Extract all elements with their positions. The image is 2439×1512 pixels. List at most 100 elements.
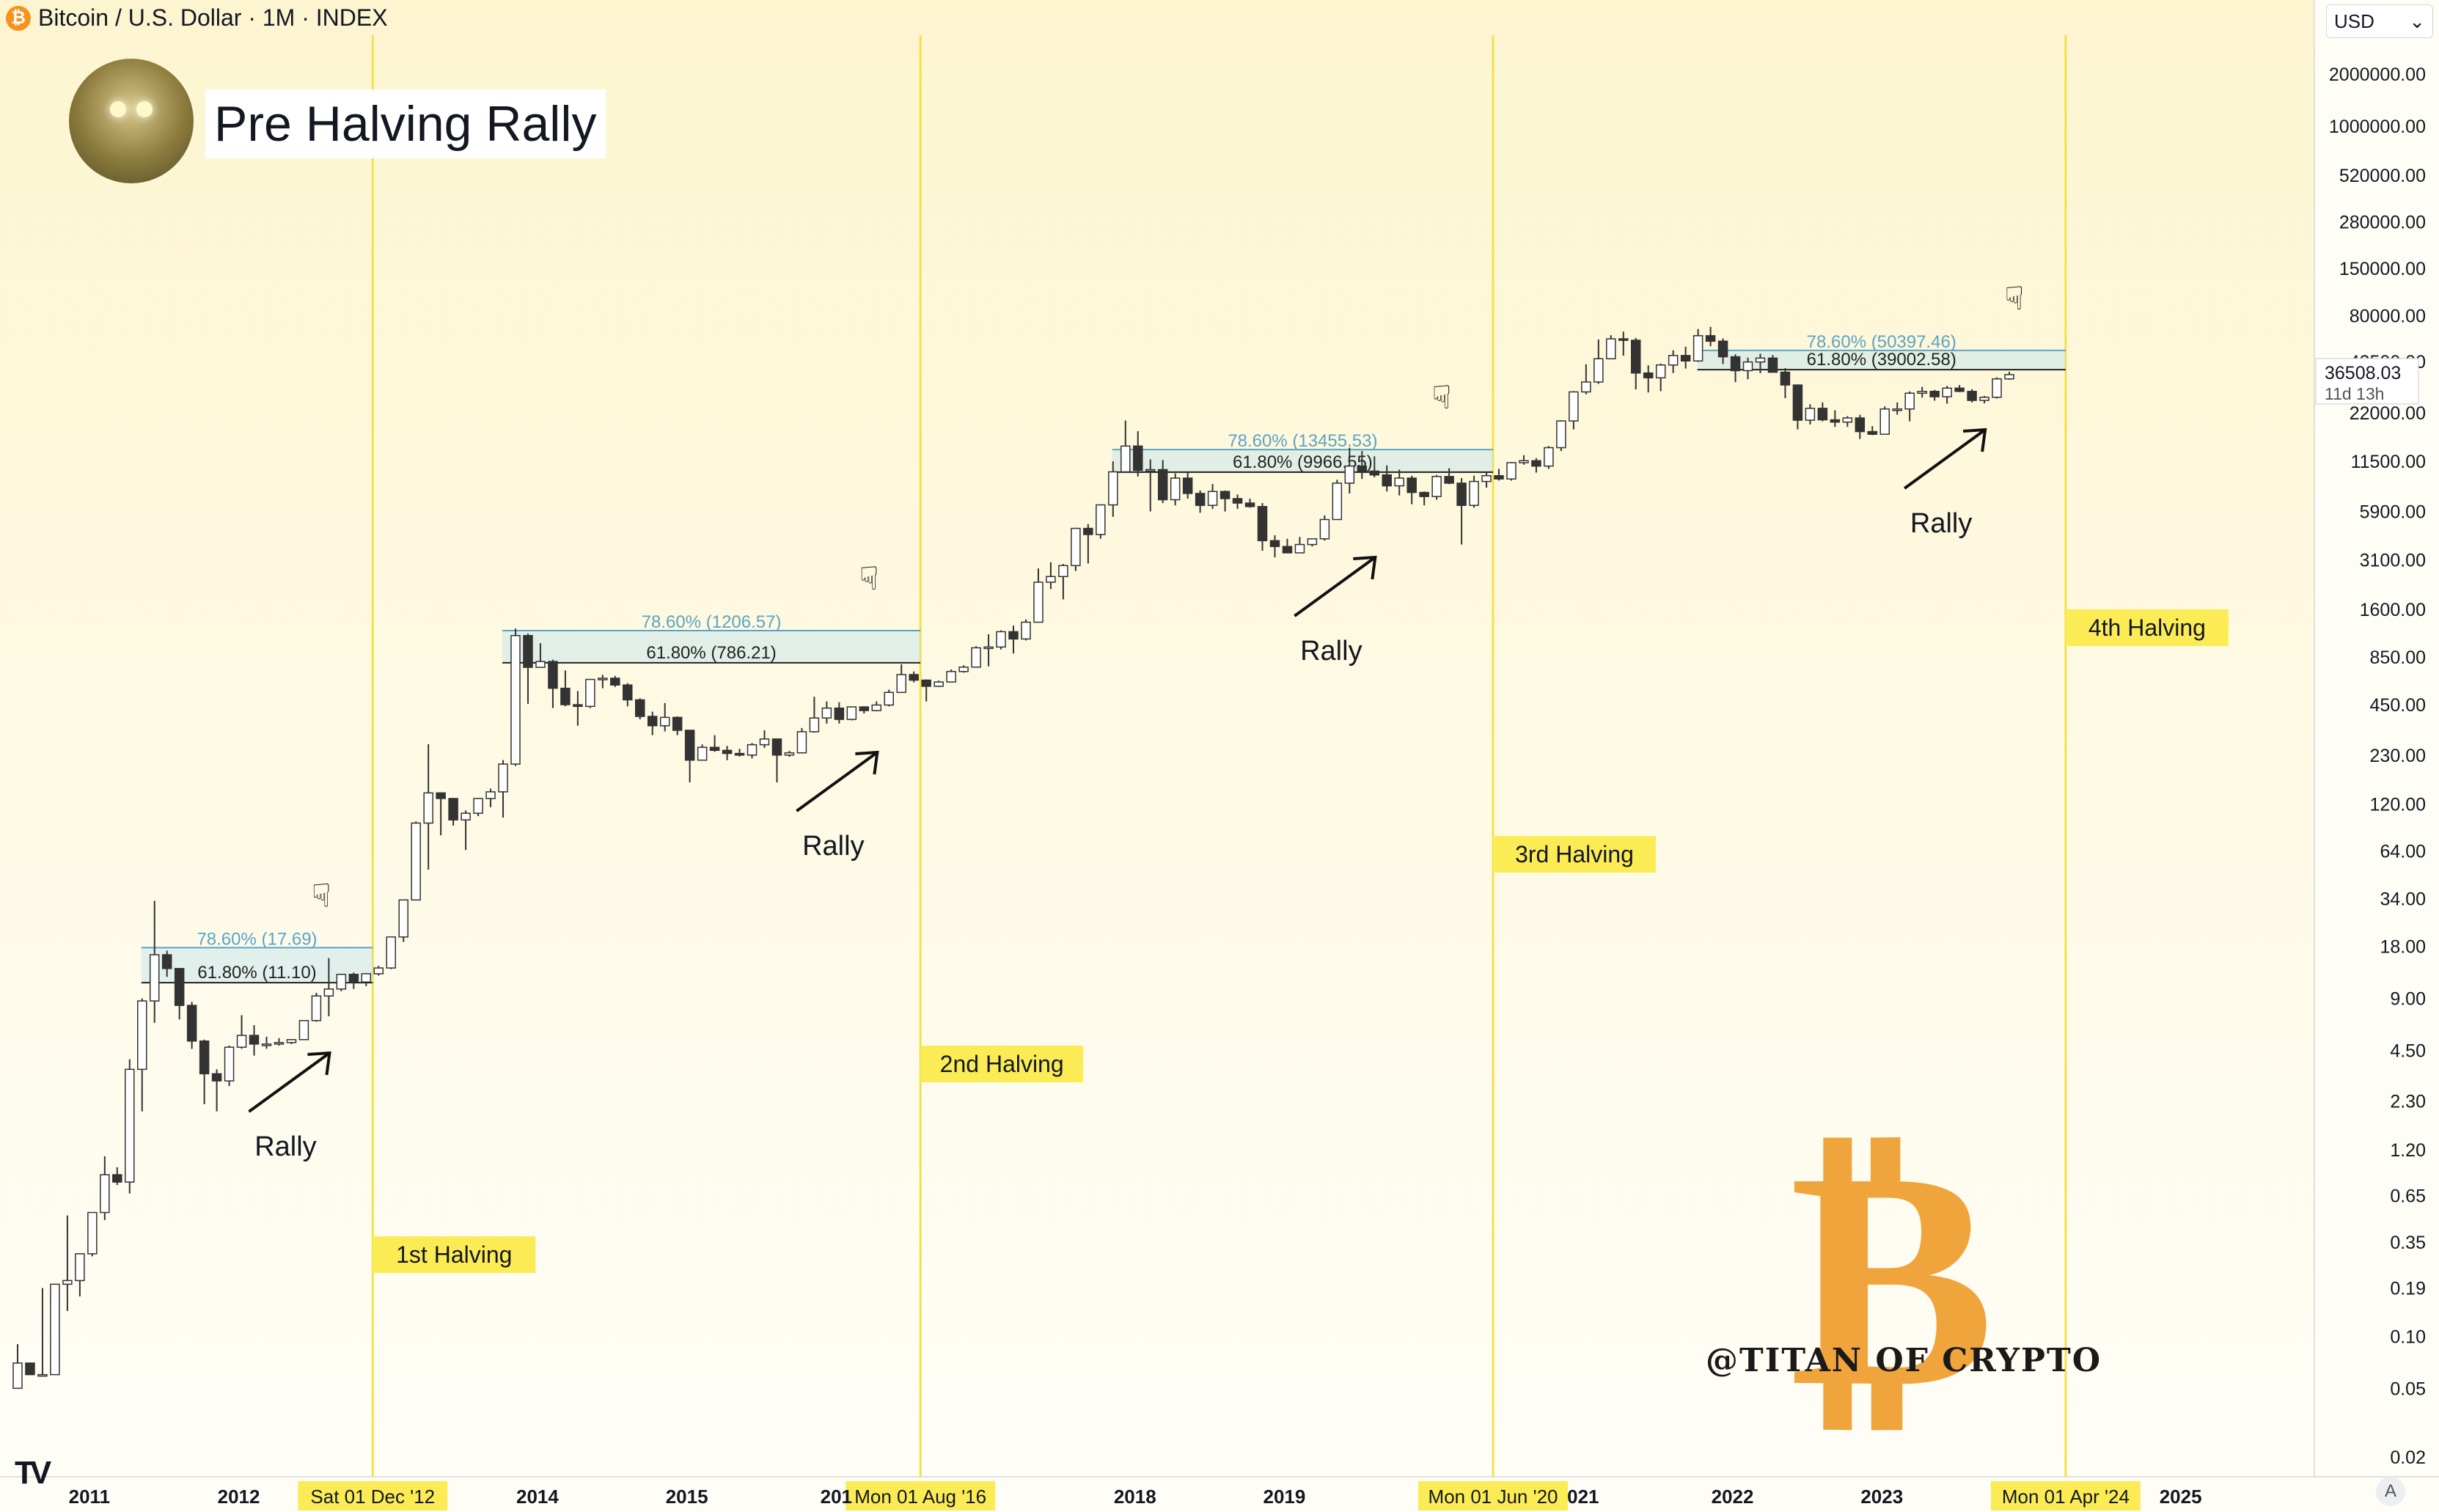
- candle: [498, 763, 508, 793]
- pointing-hand-icon: ☟: [859, 560, 879, 598]
- candle: [87, 1211, 98, 1255]
- candle: [1369, 470, 1380, 476]
- candle: [585, 678, 595, 708]
- y-tick-label: 1600.00: [2360, 600, 2426, 620]
- pointing-hand-icon: ☟: [2004, 280, 2024, 318]
- rally-label: Rally: [254, 1131, 316, 1162]
- tradingview-logo-icon[interactable]: TV: [15, 1455, 51, 1491]
- y-tick-label: 3100.00: [2360, 550, 2426, 570]
- candle: [75, 1253, 85, 1282]
- halving-label-box: [920, 1046, 1084, 1082]
- candle: [411, 822, 421, 901]
- x-tick-label: 2014: [516, 1486, 559, 1508]
- candle: [1655, 364, 1666, 378]
- candle: [37, 1373, 48, 1377]
- candle: [1606, 338, 1616, 360]
- candle: [1469, 480, 1479, 506]
- auto-scale-button[interactable]: A: [2376, 1477, 2405, 1506]
- candle: [1755, 357, 1766, 363]
- candle: [386, 936, 396, 969]
- candle: [610, 678, 620, 686]
- candle: [1220, 491, 1230, 499]
- candle: [958, 667, 969, 672]
- halving-date-label: Mon 01 Aug '16: [854, 1486, 986, 1508]
- candle: [1904, 392, 1915, 410]
- symbol-header[interactable]: ₿ Bitcoin / U.S. Dollar · 1M · INDEX: [6, 4, 388, 32]
- candle: [884, 691, 894, 706]
- x-tick-label: 2025: [2160, 1486, 2202, 1508]
- candle: [1879, 408, 1890, 435]
- candle: [834, 707, 845, 720]
- candle: [1892, 408, 1902, 411]
- candle: [747, 744, 758, 756]
- rally-arrow-head: [1353, 555, 1377, 580]
- candle: [672, 716, 683, 731]
- candle: [1705, 335, 1716, 342]
- halving-date-box: [1418, 1481, 1569, 1511]
- candle: [909, 674, 919, 681]
- watermark-text: @TITAN OF CRYPTO: [1706, 1342, 2102, 1379]
- currency-select[interactable]: USD ⌄: [2326, 4, 2433, 38]
- candle: [1294, 543, 1305, 554]
- candle: [398, 899, 408, 938]
- y-tick-label: 0.05: [2390, 1379, 2426, 1399]
- candle: [1382, 474, 1392, 487]
- y-tick-label: 520000.00: [2339, 166, 2426, 186]
- candle: [1742, 361, 1753, 372]
- symbol-label: Bitcoin / U.S. Dollar · 1M · INDEX: [38, 4, 388, 31]
- candle: [149, 954, 160, 1002]
- candle: [373, 967, 384, 975]
- candle: [1506, 462, 1516, 480]
- candle: [1618, 338, 1629, 341]
- pointing-hand-icon: ☟: [1432, 379, 1452, 416]
- halving-label-box: [373, 1236, 536, 1273]
- candle: [1182, 477, 1193, 494]
- rally-label: Rally: [802, 831, 864, 862]
- candle: [1419, 491, 1429, 497]
- y-tick-label: 11500.00: [2351, 452, 2426, 472]
- candle: [1431, 476, 1442, 497]
- candle: [1967, 391, 1977, 401]
- candle: [1195, 493, 1206, 506]
- rally-arrow: [1294, 556, 1376, 617]
- candle: [1232, 498, 1243, 504]
- candle: [311, 995, 322, 1021]
- fib-786-label: 78.60% (1206.57): [642, 612, 782, 632]
- y-tick-label: 4.50: [2390, 1041, 2426, 1062]
- x-tick-label: 2023: [1860, 1486, 1903, 1508]
- candle: [1519, 460, 1529, 463]
- candle: [1631, 340, 1641, 374]
- candle: [1444, 476, 1454, 484]
- halving-label: 2nd Halving: [940, 1051, 1064, 1077]
- candle: [1730, 356, 1741, 372]
- candle: [759, 738, 770, 746]
- candle: [1207, 491, 1218, 506]
- y-tick-label: 1000000.00: [2329, 117, 2426, 137]
- fib-786-label: 78.60% (17.69): [197, 929, 317, 949]
- candle: [161, 954, 172, 969]
- fib-618-label: 61.80% (11.10): [197, 963, 316, 983]
- candle: [323, 988, 334, 997]
- candle: [1319, 518, 1330, 540]
- candle: [1569, 391, 1579, 422]
- candle: [535, 661, 546, 668]
- candle: [1108, 471, 1118, 506]
- candle: [1855, 417, 1866, 433]
- candle: [25, 1362, 35, 1376]
- rally-arrow: [1903, 428, 1987, 490]
- halving-label-box: [1493, 836, 1657, 873]
- candle: [1668, 355, 1679, 366]
- halving-label: 4th Halving: [2088, 614, 2206, 641]
- rally-arrow: [248, 1052, 331, 1113]
- candle: [249, 1035, 260, 1045]
- candle: [784, 752, 795, 756]
- candle: [423, 792, 433, 824]
- x-tick-label: 2022: [1712, 1486, 1754, 1508]
- candle: [211, 1073, 222, 1082]
- candle: [1917, 391, 1927, 394]
- rally-label: Rally: [1300, 636, 1362, 667]
- candle: [1494, 474, 1504, 480]
- rally-arrow-head: [307, 1051, 331, 1076]
